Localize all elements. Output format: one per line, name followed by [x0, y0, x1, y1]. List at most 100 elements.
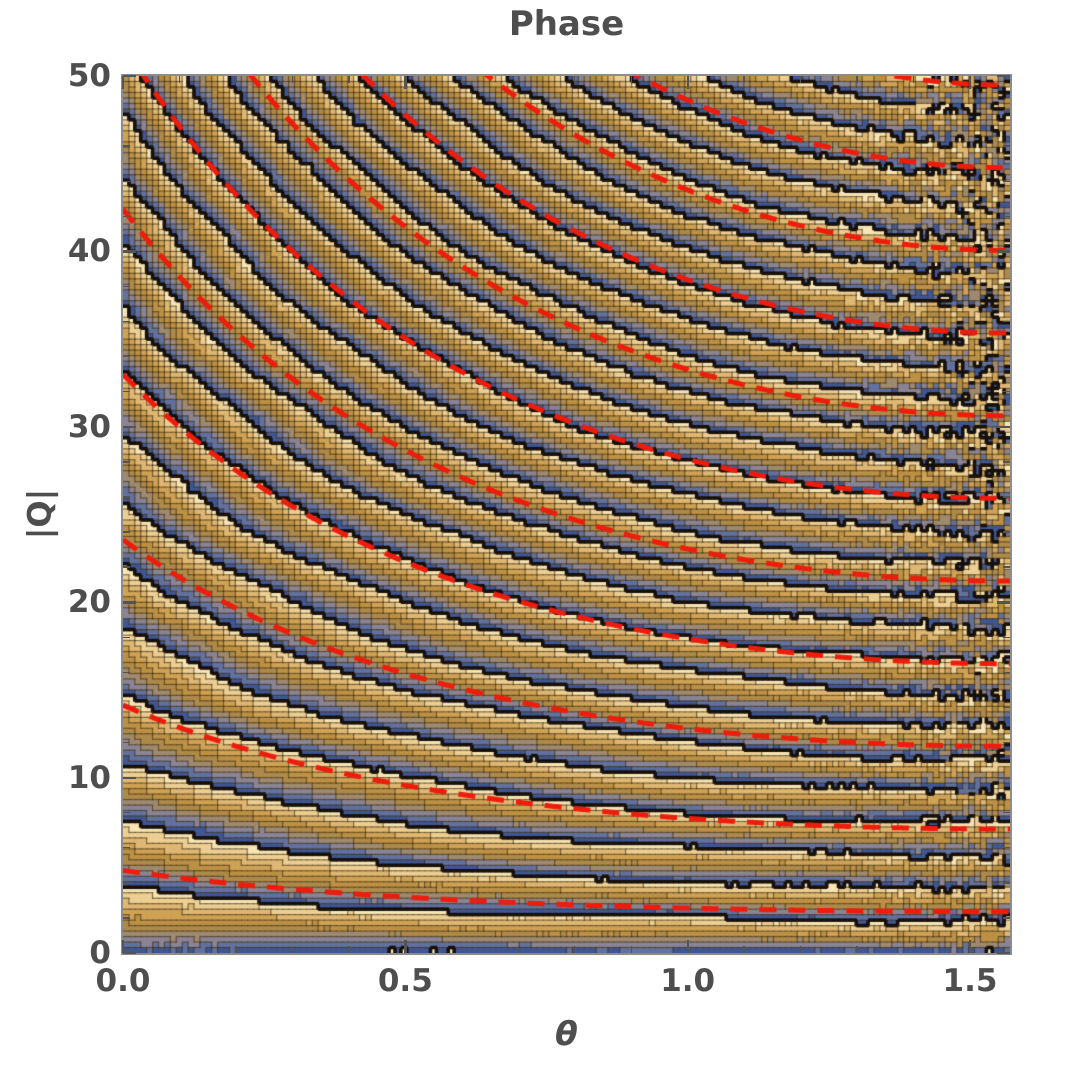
- y-minor-tick: [123, 215, 130, 217]
- y-tick-label: 50: [67, 58, 111, 94]
- y-minor-tick: [1003, 496, 1010, 498]
- x-minor-tick: [630, 76, 632, 83]
- x-minor-tick: [291, 946, 294, 953]
- y-minor-tick: [123, 496, 130, 498]
- y-major-tick: [123, 776, 136, 779]
- plot-area: 0.0 0.5 1.0 1.5 0 10 20 30 40 50: [68, 58, 1012, 999]
- contour-plot-canvas: [123, 76, 1010, 953]
- y-minor-tick: [123, 145, 130, 147]
- x-minor-tick: [912, 76, 915, 83]
- x-minor-tick: [630, 946, 632, 953]
- y-tick-label: 40: [67, 233, 111, 270]
- y-tick-label: 0: [89, 935, 111, 971]
- y-tick-label: 30: [67, 408, 111, 445]
- y-minor-tick: [1003, 566, 1010, 568]
- y-minor-tick: [123, 636, 130, 638]
- y-minor-tick: [1003, 320, 1010, 323]
- x-major-tick: [686, 940, 690, 953]
- x-minor-tick: [912, 946, 915, 953]
- y-minor-tick: [1003, 215, 1010, 217]
- y-minor-tick: [1003, 811, 1010, 814]
- y-major-tick: [123, 601, 136, 604]
- x-minor-tick: [743, 76, 745, 83]
- y-tick-label: 20: [67, 584, 111, 621]
- y-minor-tick: [1003, 180, 1010, 182]
- y-minor-tick: [1003, 391, 1010, 393]
- chart-title: Phase: [508, 4, 625, 44]
- x-major-tick: [969, 940, 972, 953]
- y-minor-tick: [123, 882, 130, 884]
- y-axis-label: |Q|: [20, 488, 59, 540]
- x-minor-tick: [574, 76, 576, 83]
- y-minor-tick: [123, 566, 130, 568]
- y-minor-tick: [1003, 741, 1010, 744]
- x-tick-label: 0.5: [377, 963, 433, 999]
- y-major-tick: [123, 250, 136, 253]
- y-minor-tick: [123, 320, 130, 323]
- x-minor-tick: [235, 76, 237, 83]
- y-minor-tick: [1003, 636, 1010, 638]
- x-minor-tick: [461, 946, 463, 953]
- y-major-tick: [123, 952, 136, 955]
- y-major-tick: [123, 425, 136, 429]
- x-minor-tick: [574, 946, 576, 953]
- x-minor-tick: [856, 76, 858, 83]
- y-minor-tick: [123, 847, 130, 849]
- y-minor-tick: [123, 917, 130, 919]
- y-minor-tick: [1003, 285, 1010, 288]
- y-minor-tick: [1003, 355, 1010, 358]
- y-major-tick: [997, 75, 1010, 78]
- x-major-tick: [404, 940, 407, 953]
- y-minor-tick: [123, 110, 130, 112]
- x-tick-label: 1.0: [660, 963, 716, 999]
- y-minor-tick: [123, 285, 130, 288]
- y-minor-tick: [1003, 110, 1010, 112]
- x-major-tick: [686, 76, 690, 89]
- x-tick-label: 0.0: [95, 963, 151, 999]
- x-major-tick: [122, 76, 125, 89]
- y-minor-tick: [123, 671, 130, 674]
- x-minor-tick: [856, 946, 858, 953]
- x-minor-tick: [348, 946, 350, 953]
- y-minor-tick: [1003, 917, 1010, 919]
- x-minor-tick: [517, 76, 519, 83]
- x-minor-tick: [348, 76, 350, 83]
- x-tick-label: 1.5: [942, 963, 998, 999]
- y-minor-tick: [1003, 882, 1010, 884]
- y-major-tick: [997, 952, 1010, 955]
- y-major-tick: [997, 776, 1010, 779]
- y-minor-tick: [123, 531, 130, 533]
- x-major-tick: [122, 940, 125, 953]
- x-minor-tick: [799, 946, 802, 953]
- y-major-tick: [123, 75, 136, 78]
- x-minor-tick: [235, 946, 237, 953]
- x-minor-tick: [799, 76, 802, 83]
- y-minor-tick: [1003, 847, 1010, 849]
- x-minor-tick: [178, 76, 181, 83]
- y-minor-tick: [123, 811, 130, 814]
- y-minor-tick: [123, 741, 130, 744]
- x-axis-label: θ: [555, 1014, 578, 1053]
- y-minor-tick: [1003, 531, 1010, 533]
- x-minor-tick: [743, 946, 745, 953]
- x-minor-tick: [461, 76, 463, 83]
- y-major-tick: [997, 425, 1010, 429]
- y-minor-tick: [123, 391, 130, 393]
- x-minor-tick: [291, 76, 294, 83]
- y-minor-tick: [123, 461, 130, 463]
- x-major-tick: [969, 76, 972, 89]
- y-minor-tick: [1003, 706, 1010, 709]
- y-minor-tick: [1003, 145, 1010, 147]
- y-major-tick: [997, 250, 1010, 253]
- y-minor-tick: [123, 706, 130, 709]
- x-major-tick: [404, 76, 407, 89]
- y-minor-tick: [1003, 671, 1010, 674]
- x-minor-tick: [178, 946, 181, 953]
- y-major-tick: [997, 601, 1010, 604]
- y-minor-tick: [123, 355, 130, 358]
- y-minor-tick: [1003, 461, 1010, 463]
- y-tick-label: 10: [67, 759, 111, 796]
- x-minor-tick: [517, 946, 519, 953]
- y-minor-tick: [123, 180, 130, 182]
